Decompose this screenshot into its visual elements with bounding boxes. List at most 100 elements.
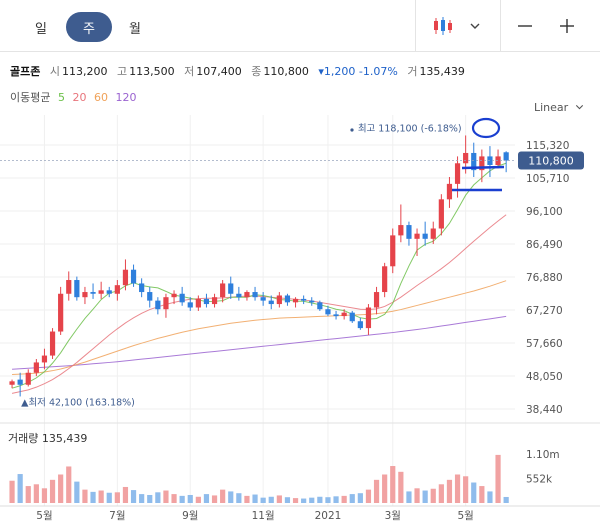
tab-monthly[interactable]: 월	[112, 12, 158, 42]
price-axis-tick: 76,880	[526, 272, 563, 284]
x-axis-label: 2021	[315, 510, 342, 522]
candle-body	[33, 362, 39, 373]
low-value: 107,400	[196, 65, 242, 78]
ma20-label: 20	[72, 91, 87, 104]
candle-body	[382, 266, 388, 293]
volume-bar	[122, 486, 129, 503]
candle-body	[58, 293, 64, 332]
volume-axis-tick: 552k	[526, 473, 553, 485]
candle-body	[179, 293, 185, 303]
volume-bar	[333, 496, 339, 503]
x-axis-label: 5월	[457, 510, 473, 522]
change-value: ▾1,200 -1.07%	[318, 65, 398, 78]
volume-bar	[260, 497, 266, 503]
price-axis-tick: 105,710	[526, 173, 569, 185]
candle-body	[357, 321, 363, 329]
tab-daily[interactable]: 일	[18, 12, 64, 42]
candle-body	[195, 298, 201, 308]
price-axis-tick: 48,050	[526, 371, 563, 383]
volume-bar	[390, 466, 396, 503]
min-price-label: ▲최저 42,100 (163.18%)	[21, 397, 135, 408]
candle-body	[325, 309, 331, 315]
volume-bar	[495, 454, 501, 503]
volume-title: 거래량 135,439	[8, 432, 87, 445]
minus-icon[interactable]	[508, 10, 542, 42]
volume-bar	[114, 492, 120, 503]
candle-body	[98, 290, 104, 294]
current-price-tag	[518, 151, 584, 170]
x-axis-label: 5월	[36, 510, 52, 522]
volume-bar	[236, 493, 242, 503]
candle-body	[365, 307, 372, 329]
moving-average-label: 이동평균	[10, 91, 51, 104]
volume-bar	[373, 479, 380, 503]
tab-weekly[interactable]: 주	[66, 12, 112, 42]
candle-body	[463, 152, 469, 164]
volume-bar	[365, 489, 372, 503]
high-label: 고	[117, 65, 128, 78]
price-axis-tick: 115,320	[526, 140, 569, 152]
candle-body	[17, 379, 23, 385]
volume-bar	[220, 489, 226, 503]
volume-bar	[454, 474, 461, 503]
volume-bar	[155, 492, 161, 503]
stock-name: 골프존	[10, 65, 41, 78]
candle-body	[260, 297, 266, 301]
chevron-down-icon	[575, 105, 583, 110]
x-axis-label: 7월	[109, 510, 125, 522]
current-price-label: 110,800	[528, 155, 574, 168]
chart-area[interactable]: 115,320 105,710 96,100 86,490 76,880 67,270 57…	[0, 112, 600, 525]
volume-bar	[74, 481, 80, 503]
volume-value: 135,439	[419, 65, 465, 78]
candle-body	[341, 312, 347, 317]
volume-bar	[309, 497, 315, 503]
volume-bar	[203, 494, 210, 503]
candle-body	[211, 297, 218, 305]
candle-body	[49, 331, 56, 356]
volume-bar	[41, 488, 48, 503]
volume-bar	[139, 494, 145, 503]
ma120-line	[12, 315, 507, 370]
divider	[415, 0, 416, 52]
volume-bar	[414, 488, 420, 503]
ma20-line	[11, 214, 507, 394]
volume-bar	[187, 494, 193, 503]
candle-body	[90, 292, 96, 294]
candle-body	[292, 298, 299, 303]
candle-body	[422, 233, 428, 239]
volume-bar	[463, 476, 469, 503]
candle-body	[203, 298, 210, 305]
ma120-label: 120	[115, 91, 137, 104]
price-chart[interactable]: 115,320 105,710 96,100 86,490 76,880 67,270 57…	[0, 112, 600, 525]
volume-bar	[195, 496, 201, 503]
tab-label: 일	[35, 21, 47, 37]
volume-label: 거	[407, 65, 418, 78]
volume-bar	[479, 486, 485, 503]
open-value: 113,200	[62, 65, 108, 78]
max-price-label: 최고 118,100 (-6.18%)	[358, 123, 462, 134]
ma5-line	[11, 162, 507, 389]
close-label: 종	[251, 65, 262, 78]
volume-bar	[17, 474, 23, 503]
volume-bar	[446, 479, 453, 503]
candle-body	[139, 283, 145, 293]
volume-bar	[317, 496, 323, 503]
volume-bar	[276, 495, 282, 503]
price-axis-tick: 38,440	[526, 404, 563, 416]
candle-body	[430, 228, 436, 239]
volume-bar	[398, 471, 404, 503]
candle-body	[414, 233, 420, 239]
candle-body	[25, 372, 31, 385]
chart-toolbar: 일 주 월	[0, 0, 600, 52]
candle-body	[41, 355, 48, 363]
scale-selector[interactable]: Linear	[534, 101, 584, 114]
chevron-down-icon[interactable]	[462, 10, 488, 42]
volume-bar	[503, 496, 509, 503]
volume-bar	[244, 495, 250, 503]
price-axis-tick: 67,270	[526, 305, 563, 317]
candle-body	[106, 290, 112, 294]
candlestick-icon[interactable]	[426, 10, 460, 42]
volume-bar	[406, 491, 412, 503]
volume-bar	[163, 490, 169, 503]
plus-icon[interactable]	[550, 10, 584, 42]
